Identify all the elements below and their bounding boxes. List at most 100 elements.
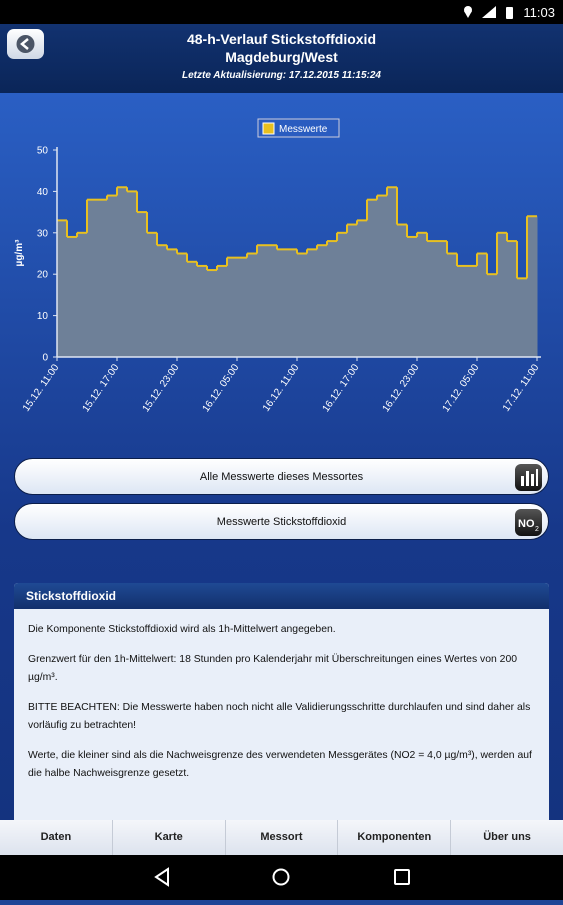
back-button[interactable] (7, 29, 44, 59)
recent-nav[interactable] (394, 869, 410, 885)
area-segment (167, 249, 178, 357)
info-card: Stickstoffdioxid Die Komponente Sticksto… (14, 583, 549, 820)
y-tick-label: 50 (37, 146, 49, 157)
area-segment (477, 253, 488, 357)
area-segment (427, 241, 438, 357)
area-segment (507, 241, 518, 357)
x-tick-label: 16.12. 17:00 (321, 362, 362, 414)
x-tick-label: 15.12. 11:00 (21, 362, 62, 414)
card-title: Stickstoffdioxid (14, 583, 549, 609)
paragraph: BITTE BEACHTEN: Die Messwerte haben noch… (28, 702, 531, 731)
area-segment (347, 224, 358, 357)
legend-box (257, 118, 340, 138)
area-segment (397, 224, 408, 357)
area-segment (327, 241, 338, 357)
legend-label: Messwerte (279, 124, 328, 135)
area-segment (247, 253, 258, 357)
area-segment (97, 199, 108, 357)
area-segment (407, 236, 418, 357)
area-segment (517, 278, 528, 357)
x-tick-label: 16.12. 11:00 (261, 362, 302, 414)
area-segment (157, 245, 168, 357)
x-tick-label: 17.12. 05:00 (441, 362, 482, 414)
area-segment (387, 187, 398, 357)
status-icons (464, 6, 513, 19)
area-segment (317, 245, 328, 357)
area-segment (87, 199, 98, 357)
button[interactable]: Alle Messwerte dieses Messortes (14, 458, 549, 495)
y-tick-label: 20 (37, 270, 49, 281)
area-segment (187, 261, 198, 357)
tab[interactable]: Komponenten (338, 820, 452, 855)
area-segment (337, 232, 348, 357)
area-segment (357, 220, 368, 357)
area-segment (257, 245, 268, 357)
area-segment (197, 265, 208, 357)
area-segment (437, 241, 448, 357)
paragraph: Werte, die kleiner sind als die Nachweis… (28, 750, 532, 779)
y-tick-label: 0 (42, 353, 48, 364)
tab-bar: Daten Karte Messort Komponenten Über uns (0, 820, 563, 855)
button[interactable]: Messwerte Stickstoffdioxid NO 2 (14, 503, 549, 540)
area-segment (217, 265, 228, 357)
update-time: Letzte Aktualisierung: 17.12.2015 11:15:… (182, 70, 381, 81)
area-segment (377, 195, 388, 357)
area-segment (57, 220, 68, 357)
chart: Messwerte µg/m³ 0 10 20 30 40 50 15.12. 11:00 1… (14, 118, 542, 414)
home-nav[interactable] (272, 868, 290, 886)
area-segment (127, 191, 138, 357)
x-tick-label: 16.12. 05:00 (201, 362, 242, 414)
tab[interactable]: Karte (113, 820, 226, 855)
legend-swatch (262, 122, 275, 135)
area-segment (307, 249, 318, 357)
paragraph: Grenzwert für den 1h-Mittelwert: 18 Stun… (28, 654, 517, 683)
y-tick-label: 30 (37, 228, 49, 239)
area-segment (237, 257, 248, 357)
tab[interactable]: Messort (226, 820, 339, 855)
x-tick-label: 15.12. 17:00 (81, 362, 122, 414)
area-segment (177, 253, 188, 357)
y-tick-label: 40 (37, 187, 49, 198)
y-axis-label: µg/m³ (14, 239, 25, 267)
area-segment (467, 265, 478, 357)
nav-bar (0, 855, 563, 900)
x-tick-label: 16.12. 23:00 (381, 362, 422, 414)
x-tick-label: 15.12. 23:00 (141, 362, 182, 414)
area-segment (117, 187, 128, 357)
area-segment (287, 249, 298, 357)
title-line: Magdeburg/West (225, 49, 338, 65)
paragraph: Die Komponente Stickstoffdioxid wird als… (28, 624, 336, 635)
icon (515, 464, 542, 491)
area-segment (137, 212, 148, 357)
area-segment (207, 270, 218, 357)
y-tick-label: 10 (37, 311, 49, 322)
area-segment (527, 216, 538, 357)
svg-text:2: 2 (535, 526, 539, 533)
area-segment (107, 195, 118, 357)
svg-text:NO: NO (518, 518, 535, 530)
area-segment (227, 257, 238, 357)
title-line: 48-h-Verlauf Stickstoffdioxid (186, 31, 377, 47)
area-segment (147, 232, 158, 357)
area-segment (447, 253, 458, 357)
area-segment (277, 249, 288, 357)
tab[interactable]: Daten (0, 820, 113, 855)
area-segment (67, 236, 78, 357)
area-segment (417, 232, 428, 357)
area-segment (267, 245, 278, 357)
tab[interactable]: Über uns (483, 831, 531, 843)
x-tick-label: 17.12. 11:00 (501, 362, 542, 414)
area-segment (487, 274, 498, 357)
back-nav[interactable] (154, 867, 169, 887)
area-segment (497, 232, 508, 357)
area-segment (77, 232, 88, 357)
header: 48-h-Verlauf Stickstoffdioxid Magdeburg/… (0, 24, 563, 93)
icon: NO 2 (515, 509, 542, 536)
area-segment (297, 253, 308, 357)
button-label: Alle Messwerte dieses Messortes (199, 470, 364, 483)
button-label: Messwerte Stickstoffdioxid (216, 515, 347, 528)
clock: 11:03 (523, 5, 555, 20)
area-segment (367, 199, 378, 357)
status-bar: 11:03 (0, 0, 563, 24)
